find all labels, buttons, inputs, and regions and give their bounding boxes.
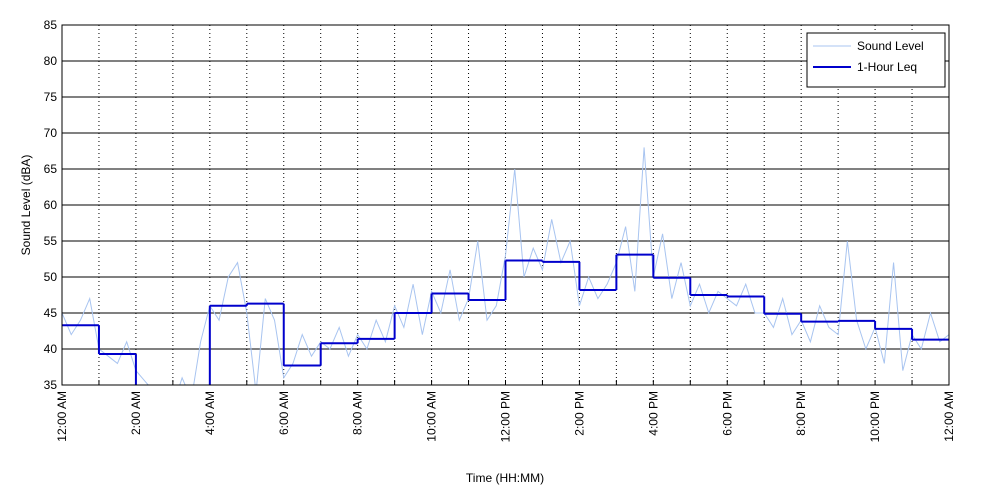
x-axis-label: Time (HH:MM) — [466, 471, 544, 485]
x-tick-label: 2:00 AM — [129, 391, 143, 435]
y-tick-label: 75 — [44, 90, 58, 104]
y-tick-label: 85 — [44, 18, 58, 32]
y-tick-label: 60 — [44, 198, 58, 212]
x-tick-label: 6:00 PM — [720, 391, 734, 436]
legend-box — [806, 32, 946, 88]
x-tick-label: 12:00 AM — [942, 391, 956, 442]
x-tick-label: 12:00 PM — [499, 391, 513, 442]
x-tick-label: 4:00 PM — [646, 391, 660, 436]
y-tick-label: 40 — [44, 342, 58, 356]
legend-label: Sound Level — [857, 39, 924, 53]
x-tick-label: 10:00 AM — [425, 391, 439, 442]
y-tick-label: 70 — [44, 126, 58, 140]
y-tick-label: 80 — [44, 54, 58, 68]
plot-frame — [61, 24, 950, 386]
x-tick-label: 8:00 AM — [351, 391, 365, 435]
y-tick-label: 65 — [44, 162, 58, 176]
x-tick-label: 12:00 AM — [55, 391, 69, 442]
legend-label: 1-Hour Leq — [857, 60, 917, 74]
x-tick-label: 10:00 PM — [868, 391, 882, 442]
y-tick-label: 35 — [44, 378, 58, 392]
x-tick-label: 4:00 AM — [203, 391, 217, 435]
plot-area — [62, 147, 949, 385]
y-tick-label: 55 — [44, 234, 58, 248]
x-tick-label: 6:00 AM — [277, 391, 291, 435]
x-tick-label: 8:00 PM — [794, 391, 808, 436]
y-tick-label: 45 — [44, 306, 58, 320]
y-axis-label: Sound Level (dBA) — [19, 155, 33, 256]
x-tick-label: 2:00 PM — [572, 391, 586, 436]
y-tick-label: 50 — [44, 270, 58, 284]
